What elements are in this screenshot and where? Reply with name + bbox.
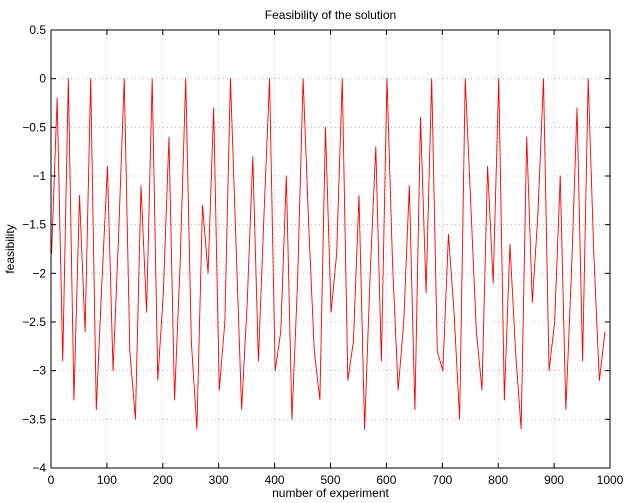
- y-tick-label: −2.5: [22, 315, 46, 329]
- y-tick-labels: 0.5 0 −0.5 −1 −1.5 −2 −2.5 −3 −3.5 −4: [22, 23, 46, 475]
- chart-title: Feasibility of the solution: [265, 8, 396, 22]
- y-tick-label: −4: [32, 461, 46, 475]
- y-tick-label: −3.5: [22, 412, 46, 426]
- x-axis-title: number of experiment: [272, 486, 389, 500]
- y-axis-title: feasibility: [3, 224, 17, 273]
- y-tick-label: −1: [32, 169, 46, 183]
- x-tick-label: 600: [376, 473, 396, 487]
- x-tick-label: 100: [97, 473, 117, 487]
- x-tick-label: 900: [544, 473, 564, 487]
- x-tick-label: 700: [432, 473, 452, 487]
- y-tick-label: −2: [32, 266, 46, 280]
- y-tick-label: −1.5: [22, 218, 46, 232]
- tick-marks: [50, 29, 611, 469]
- y-tick-label: 0.5: [29, 23, 46, 37]
- x-tick-label: 400: [265, 473, 285, 487]
- series-layer: [51, 78, 606, 430]
- y-tick-label: −3: [32, 364, 46, 378]
- series-line: [51, 78, 606, 430]
- x-tick-label: 200: [153, 473, 173, 487]
- x-tick-labels: 0 100 200 300 400 500 600 700 800 900 1000: [48, 473, 624, 487]
- x-tick-label: 800: [488, 473, 508, 487]
- x-tick-label: 0: [48, 473, 55, 487]
- x-tick-label: 300: [209, 473, 229, 487]
- y-tick-label: 0: [39, 72, 46, 86]
- x-tick-label: 1000: [597, 473, 624, 487]
- y-tick-label: −0.5: [22, 120, 46, 134]
- x-tick-label: 500: [320, 473, 340, 487]
